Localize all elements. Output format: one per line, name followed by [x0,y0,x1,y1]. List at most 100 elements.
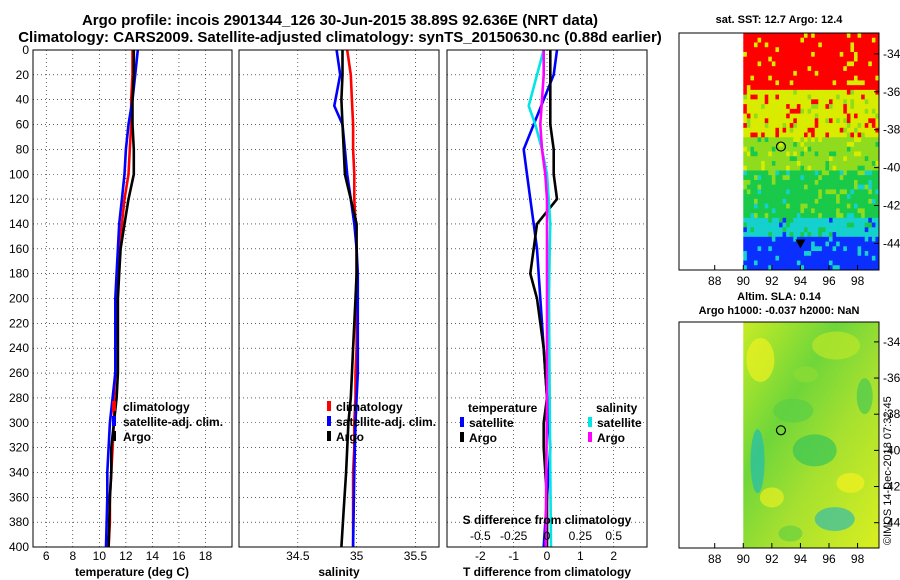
sst-cell [771,208,776,214]
sst-cell [746,118,751,124]
sst-cell [782,113,787,119]
lon-tick-label: 98 [851,552,865,566]
sst-cell [811,165,816,171]
sst-cell [775,56,780,62]
sst-cell [764,232,769,238]
sst-cell [750,56,755,62]
sst-cell [861,194,866,200]
sst-cell [786,179,791,186]
sst-cell [836,203,841,209]
sst-cell [857,194,862,200]
sst-cell [750,132,755,138]
sst-cell [746,99,751,105]
sst-cell [779,151,783,157]
salinity-xlabel: salinity [318,565,360,579]
depth-tick-label: 300 [9,416,29,430]
sst-cell [861,89,866,96]
sst-cell [836,194,841,200]
sst-cell [789,151,794,157]
x-tick-label: 8 [69,549,76,563]
sst-cell [846,80,851,86]
sst-cell [825,127,830,133]
sst-cell [839,170,844,176]
sst-cell [750,208,755,214]
sst-cell [750,80,755,86]
sst-cell [818,241,823,247]
sst-cell [868,170,873,176]
sst-cell [771,61,776,67]
sst-cell [832,70,837,77]
sst-cell [839,108,844,114]
sst-cell [771,213,776,219]
sst-cell [800,142,805,148]
sst-cell [775,123,780,129]
sst-cell [843,189,848,195]
sst-cell [821,142,826,148]
sst-cell [789,236,794,242]
sst-cell [779,94,783,100]
sst-cell [789,70,794,77]
sst-cell [864,156,869,162]
sst-cell [868,56,873,62]
sst-cell [746,156,751,162]
sst-cell [814,142,819,148]
sst-cell [764,142,769,148]
sst-cell [775,222,780,228]
sst-cell [800,75,805,81]
sst-cell [807,118,812,124]
sst-cell [754,184,758,190]
sst-cell [746,260,751,266]
sst-cell [754,246,758,252]
sst-cell [768,184,773,190]
s-difference-tick-label: 0.5 [605,529,622,543]
sst-cell [800,179,805,186]
sst-cell [743,184,748,190]
sst-cell [757,146,762,152]
salinity-series [332,50,360,547]
sst-cell [807,51,812,58]
sst-cell [771,236,776,242]
sst-cell [871,175,876,181]
sst-cell [746,80,751,86]
sst-cell [843,89,848,96]
sst-cell [754,203,758,209]
sst-cell [793,123,798,129]
sst-cell [854,80,858,86]
sst-cell [754,118,758,124]
sst-cell [839,85,844,91]
sst-cell [771,47,776,53]
sst-cell [757,260,762,266]
sst-cell [796,33,801,39]
sst-cell [779,47,783,53]
sst-cell [821,165,826,171]
sst-cell [800,61,805,67]
sst-cell [754,160,758,167]
sst-cell [836,99,841,105]
sst-cell [796,118,801,124]
sst-cell [818,265,823,270]
sst-cell [868,151,873,157]
sst-cell [818,80,823,86]
sst-cell [746,175,751,181]
sst-cell [868,236,873,242]
sst-cell [754,170,758,176]
sst-cell [832,146,837,152]
sst-cell [750,160,755,167]
sst-cell [775,132,780,138]
sst-cell [811,108,816,114]
sst-cell [857,217,862,223]
sst-cell [800,85,805,91]
sst-cell [746,227,751,233]
sla-map-markers [775,425,787,436]
sst-cell [757,251,762,257]
sst-cell [861,236,866,242]
sst-cell [800,232,805,238]
sst-cell [857,260,862,266]
sst-cell [850,232,855,238]
sst-cell [800,89,805,96]
sst-cell [789,251,794,257]
sst-cell [764,175,769,181]
sst-cell [832,203,837,209]
sst-cell [779,227,783,233]
lon-tick-label: 88 [708,552,722,566]
